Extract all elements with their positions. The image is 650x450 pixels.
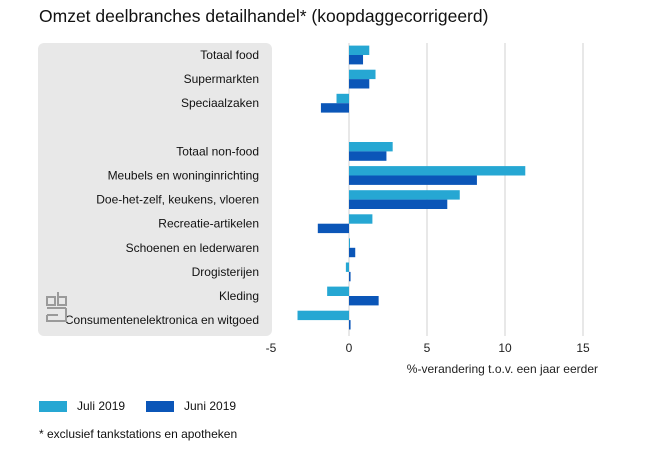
bar-juli [349, 166, 526, 176]
label-panel [38, 43, 272, 336]
x-tick-label: -5 [266, 341, 277, 355]
legend-label-juli: Juli 2019 [77, 399, 126, 413]
bar-juni [349, 199, 448, 209]
category-label: Totaal food [200, 48, 259, 62]
category-label: Drogisterijen [192, 265, 259, 279]
bar-juli [349, 214, 373, 224]
category-label: Meubels en woninginrichting [108, 169, 259, 183]
bar-juli [327, 286, 349, 296]
bar-juli [349, 45, 370, 55]
chart-title: Omzet deelbranches detailhandel* (koopda… [39, 6, 489, 26]
category-label: Supermarkten [184, 72, 259, 86]
bar-juli [349, 142, 393, 152]
bar-juni [349, 55, 364, 65]
category-label: Recreatie-artikelen [158, 217, 259, 231]
x-tick-label: 5 [424, 341, 431, 355]
bar-juni [317, 223, 349, 234]
category-label: Kleding [219, 289, 259, 303]
bar-juli [297, 310, 349, 321]
category-label: Schoenen en lederwaren [126, 241, 259, 255]
bar-juni [349, 151, 387, 161]
bar-juni [349, 271, 351, 282]
bar-juli [336, 93, 349, 104]
bar-juli [349, 190, 460, 200]
footnote: * exclusief tankstations en apotheken [39, 427, 238, 441]
category-label: Consumentenelektronica en witgoed [65, 313, 259, 327]
bar-juli [349, 238, 350, 248]
x-axis-label: %-verandering t.o.v. een jaar eerder [407, 362, 598, 376]
category-label: Doe-het-zelf, keukens, vloeren [96, 193, 259, 207]
bar-juni [349, 247, 356, 258]
bar-juli [349, 69, 376, 80]
legend-label-juni: Juni 2019 [184, 399, 237, 413]
bar-juni [349, 175, 477, 185]
bar-chart: -5 0 5 10 15 %-verandering t.o.v. een jaar ee… [38, 43, 598, 376]
bar-juni [349, 320, 351, 330]
category-label: Totaal non-food [176, 144, 259, 158]
legend-item-juni: Juni 2019 [146, 399, 236, 413]
legend-item-juli: Juli 2019 [39, 399, 125, 413]
x-tick-label: 0 [346, 341, 353, 355]
legend-swatch-juni [146, 400, 174, 412]
x-tick-label: 10 [498, 341, 512, 355]
bar-juni [349, 79, 370, 89]
bar-juni [349, 296, 379, 306]
bar-juni [320, 103, 349, 113]
category-label: Speciaalzaken [181, 96, 259, 110]
bar-juli [345, 262, 349, 272]
legend-swatch-juli [39, 400, 67, 412]
x-tick-label: 15 [576, 341, 590, 355]
cbs-logo-icon [46, 292, 67, 322]
